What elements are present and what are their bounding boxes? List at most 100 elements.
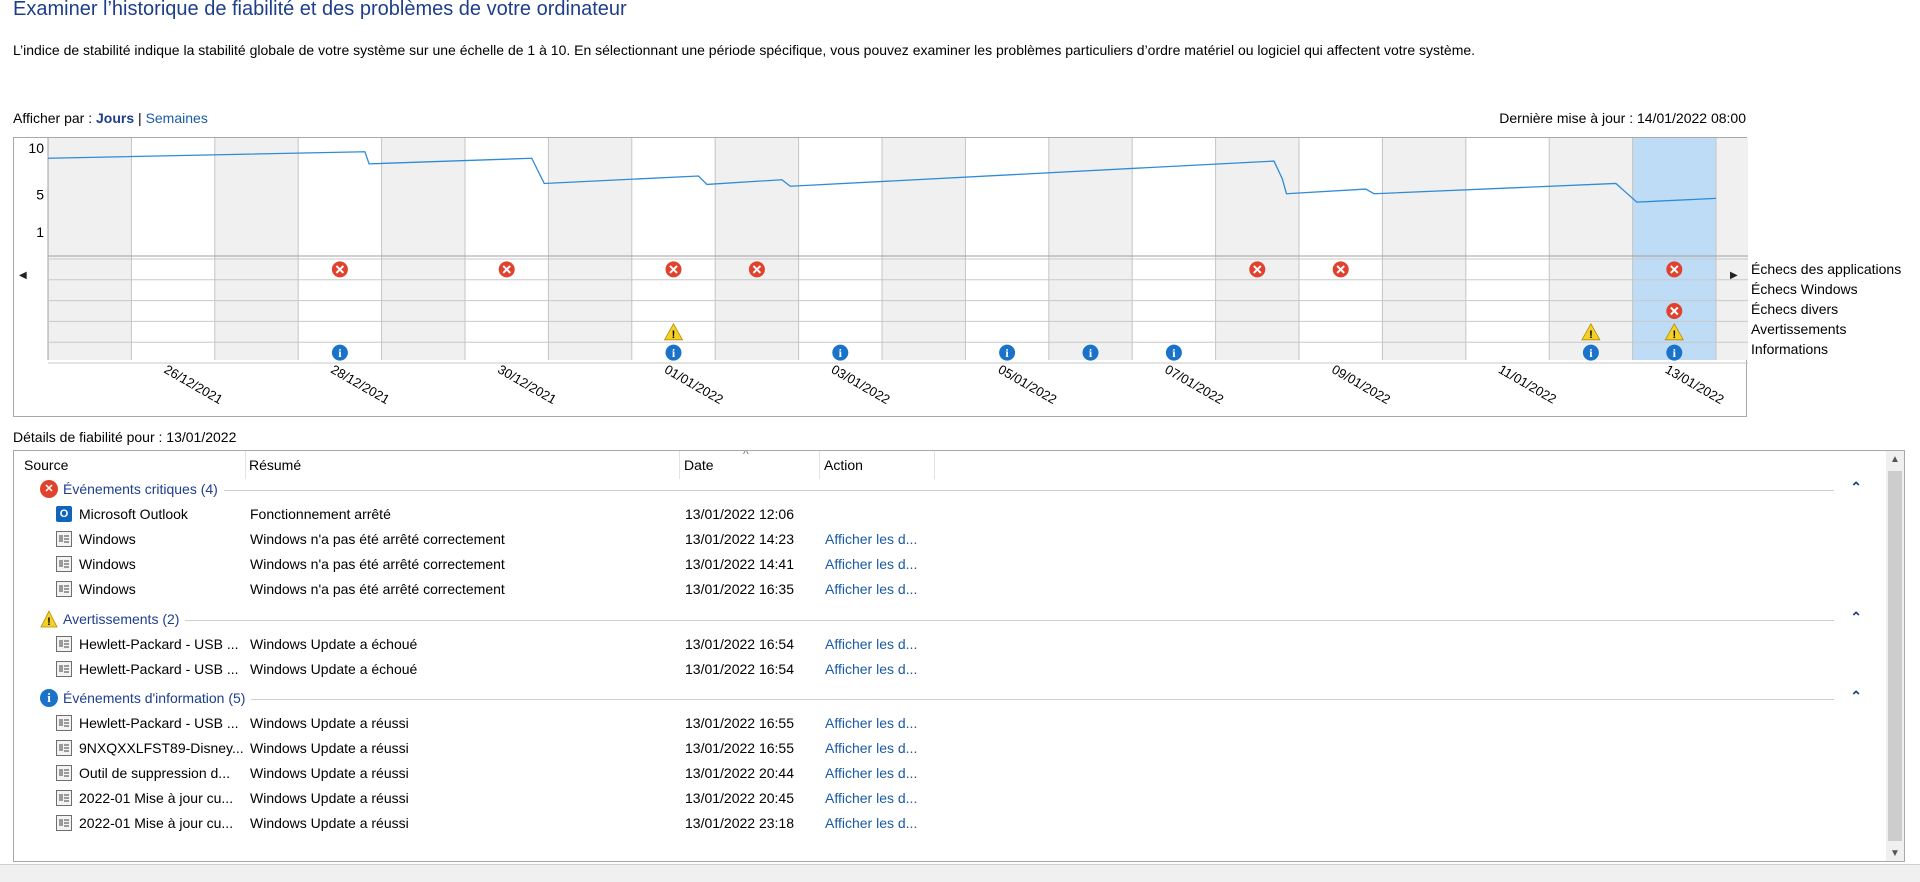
row-date: 13/01/2022 14:23	[685, 531, 794, 547]
svg-text:!: !	[47, 616, 51, 628]
error-icon: ✕	[40, 480, 58, 498]
page-description: L’indice de stabilité indique la stabili…	[13, 42, 1476, 58]
table-row[interactable]: Windows Windows n'a pas été arrêté correc…	[14, 527, 1874, 552]
page-title: Examiner l’historique de fiabilité et de…	[13, 0, 627, 20]
scroll-left-arrow-icon[interactable]: ◀	[19, 270, 27, 281]
info-icon	[1165, 344, 1182, 361]
day-column[interactable]	[214, 138, 299, 360]
group-divider	[64, 699, 1834, 700]
row-date: 13/01/2022 23:18	[685, 815, 794, 831]
row-date: 13/01/2022 16:54	[685, 636, 794, 652]
column-divider[interactable]	[819, 451, 820, 479]
row-action-link[interactable]: Afficher les d...	[825, 765, 918, 781]
reliability-chart-svg: 1051!!!iiiiiiiii26/12/202128/12/202130/1…	[28, 138, 1748, 408]
day-column[interactable]	[465, 138, 549, 360]
column-header-action[interactable]: Action	[824, 457, 863, 473]
day-column[interactable]	[798, 138, 882, 360]
day-column[interactable]	[1465, 138, 1550, 360]
row-action-link[interactable]: Afficher les d...	[825, 790, 918, 806]
day-column[interactable]	[548, 138, 632, 360]
scroll-up-icon[interactable]: ▲	[1890, 454, 1900, 465]
legend-app-failures: Échecs des applications	[1751, 261, 1902, 277]
x-tick-label: 26/12/2021	[162, 362, 226, 408]
warning-mark: !	[1672, 329, 1676, 341]
day-column[interactable]	[965, 138, 1049, 360]
day-column[interactable]	[381, 138, 465, 360]
row-summary: Windows Update a échoué	[250, 661, 418, 677]
row-action-link[interactable]: Afficher les d...	[825, 531, 918, 547]
info-mark: i	[1005, 346, 1009, 360]
group-header[interactable]: ! Avertissements (2) ⌃	[14, 607, 1874, 631]
row-action-link[interactable]: Afficher les d...	[825, 636, 918, 652]
table-row[interactable]: 2022-01 Mise à jour cu... Windows Update …	[14, 811, 1874, 836]
row-action-link[interactable]: Afficher les d...	[825, 715, 918, 731]
info-mark: i	[839, 346, 843, 360]
view-by-weeks-link[interactable]: Semaines	[145, 110, 208, 126]
table-row[interactable]: Outil de suppression d... Windows Update …	[14, 761, 1874, 786]
row-summary: Windows Update a réussi	[250, 815, 409, 831]
info-icon	[999, 344, 1016, 361]
row-date: 13/01/2022 12:06	[685, 506, 794, 522]
group-header[interactable]: ✕ Événements critiques (4) ⌃	[14, 477, 1874, 501]
column-header-source[interactable]: Source	[24, 457, 69, 473]
group-label: Événements critiques (4)	[63, 481, 224, 497]
table-row[interactable]: Windows Windows n'a pas été arrêté correc…	[14, 552, 1874, 577]
day-column[interactable]	[715, 138, 799, 360]
day-column[interactable]	[1716, 138, 1748, 360]
row-summary: Windows Update a réussi	[250, 790, 409, 806]
table-row[interactable]: 2022-01 Mise à jour cu... Windows Update …	[14, 786, 1874, 811]
day-column[interactable]	[298, 138, 382, 360]
warning-icon	[1664, 322, 1684, 341]
y-tick-label: 10	[28, 140, 44, 156]
reliability-chart[interactable]: 1051!!!iiiiiiiii26/12/202128/12/202130/1…	[13, 137, 1748, 417]
row-action-link[interactable]: Afficher les d...	[825, 556, 918, 572]
column-header-date[interactable]: Date	[684, 457, 714, 473]
row-source: Windows	[79, 556, 136, 572]
column-divider[interactable]	[934, 451, 935, 479]
info-mark: i	[1089, 346, 1093, 360]
group-header[interactable]: i Événements d'information (5) ⌃	[14, 686, 1874, 710]
stability-index-line	[47, 151, 1717, 203]
table-row[interactable]: Hewlett-Packard - USB ... Windows Update …	[14, 657, 1874, 682]
column-header-summary[interactable]: Résumé	[249, 457, 302, 473]
row-source: Hewlett-Packard - USB ...	[79, 715, 239, 731]
table-row[interactable]: Hewlett-Packard - USB ... Windows Update …	[14, 711, 1874, 736]
column-divider[interactable]	[679, 451, 680, 479]
row-summary: Windows Update a échoué	[250, 636, 418, 652]
day-column[interactable]	[48, 138, 132, 360]
collapse-chevron-icon[interactable]: ⌃	[1850, 688, 1862, 704]
day-column[interactable]	[1299, 138, 1383, 360]
scrollbar-thumb[interactable]	[1888, 471, 1902, 841]
row-action-link[interactable]: Afficher les d...	[825, 815, 918, 831]
day-column[interactable]	[1048, 138, 1133, 360]
day-column[interactable]	[882, 138, 966, 360]
row-action-link[interactable]: Afficher les d...	[825, 581, 918, 597]
error-x-mark	[1253, 265, 1262, 274]
day-column[interactable]	[1215, 138, 1299, 360]
collapse-chevron-icon[interactable]: ⌃	[1850, 479, 1862, 495]
day-column[interactable]	[131, 138, 215, 360]
info-icon	[331, 344, 348, 361]
scroll-down-icon[interactable]: ▼	[1890, 848, 1900, 859]
row-action-link[interactable]: Afficher les d...	[825, 740, 918, 756]
table-row[interactable]: 9NXQXXLFST89-Disney... Windows Update a r…	[14, 736, 1874, 761]
row-summary: Windows n'a pas été arrêté correctement	[250, 556, 505, 572]
x-tick-label: 30/12/2021	[495, 362, 559, 408]
table-row[interactable]: Windows Windows n'a pas été arrêté correc…	[14, 577, 1874, 602]
collapse-chevron-icon[interactable]: ⌃	[1850, 609, 1862, 625]
row-action-link[interactable]: Afficher les d...	[825, 661, 918, 677]
column-divider[interactable]	[245, 451, 246, 479]
table-row[interactable]: O Microsoft Outlook Fonctionnement arrêté 1…	[14, 502, 1874, 527]
legend-warnings: Avertissements	[1751, 321, 1847, 337]
row-source: Windows	[79, 581, 136, 597]
table-row[interactable]: Hewlett-Packard - USB ... Windows Update …	[14, 632, 1874, 657]
scroll-right-arrow-icon[interactable]: ▶	[1730, 270, 1738, 281]
row-summary: Windows n'a pas été arrêté correctement	[250, 581, 505, 597]
view-by-days[interactable]: Jours	[96, 110, 135, 126]
row-summary: Fonctionnement arrêté	[250, 506, 391, 522]
outlook-icon: O	[56, 506, 72, 522]
legend-information: Informations	[1751, 341, 1829, 357]
day-column[interactable]	[1132, 138, 1216, 360]
vertical-scrollbar[interactable]: ▲ ▼	[1886, 451, 1904, 861]
day-column[interactable]	[1382, 138, 1466, 360]
